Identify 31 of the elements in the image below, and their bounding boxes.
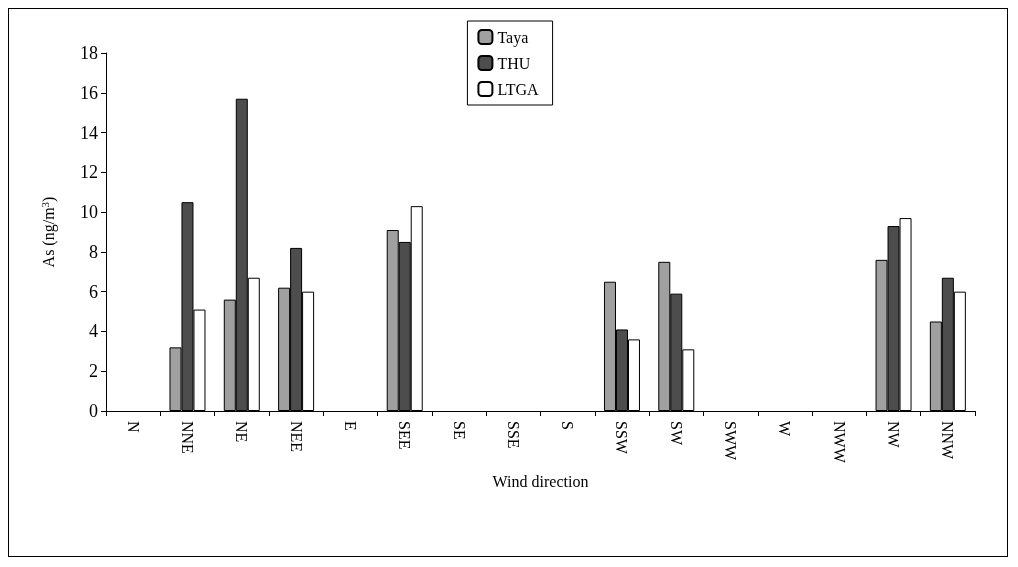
legend-label: Taya	[497, 28, 529, 47]
y-tick-label: 2	[89, 361, 98, 382]
y-tick-label: 14	[80, 122, 98, 143]
y-tick-label: 18	[80, 43, 98, 63]
x-tick-label: E	[341, 421, 359, 431]
y-axis-title: As (ng/m3)	[38, 196, 58, 268]
x-tick-label: W	[776, 421, 794, 437]
x-tick-label: N	[124, 421, 142, 433]
y-tick-label: 10	[80, 202, 98, 223]
y-tick-label: 12	[80, 162, 98, 183]
y-tick-label: 0	[89, 401, 98, 421]
x-tick-label: SW	[667, 421, 685, 446]
x-tick-label: NNW	[939, 421, 957, 461]
x-tick-label: NWW	[830, 421, 848, 464]
x-tick-label: SSE	[504, 421, 522, 449]
x-tick-label: SSW	[613, 421, 631, 455]
y-tick-label: 16	[80, 82, 98, 103]
y-tick-label: 6	[89, 281, 98, 302]
x-tick-label: NEE	[287, 421, 305, 453]
x-tick-label: NW	[885, 421, 903, 449]
x-tick-label: NNE	[178, 421, 196, 454]
x-tick-label: SEE	[396, 421, 414, 450]
x-axis-title: Wind direction	[492, 472, 589, 490]
x-tick-label: NE	[233, 421, 251, 443]
y-tick-label: 8	[89, 241, 98, 262]
y-tick-label: 4	[89, 321, 98, 342]
legend-label: LTGA	[497, 80, 540, 98]
x-tick-label: SE	[450, 421, 468, 440]
legend-label: THU	[497, 54, 531, 72]
x-tick-label: S	[559, 421, 577, 430]
x-tick-label: SWW	[722, 421, 740, 461]
